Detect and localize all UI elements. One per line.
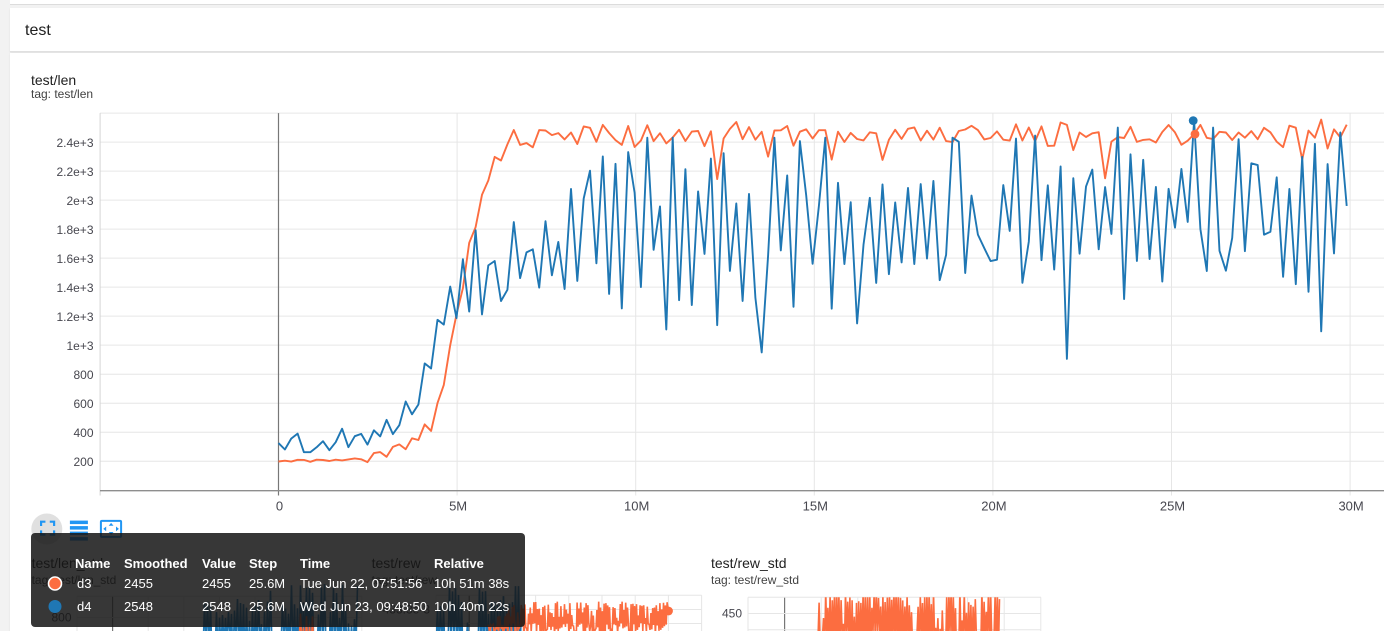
svg-text:600: 600 [73,397,93,411]
svg-text:1.8e+3: 1.8e+3 [56,223,93,237]
svg-text:2.2e+3: 2.2e+3 [56,165,93,179]
svg-text:15M: 15M [803,499,828,514]
svg-text:450: 450 [722,607,742,621]
svg-text:1e+3: 1e+3 [66,339,93,353]
svg-text:400: 400 [73,426,93,440]
svg-text:1.6e+3: 1.6e+3 [56,252,93,266]
svg-text:2e+3: 2e+3 [66,194,93,208]
svg-text:30M: 30M [1338,499,1363,514]
svg-text:2.4e+3: 2.4e+3 [56,136,93,150]
svg-text:1.2e+3: 1.2e+3 [56,310,93,324]
svg-text:0: 0 [276,499,283,514]
svg-text:25M: 25M [1160,499,1185,514]
svg-text:20M: 20M [981,499,1006,514]
svg-text:1.4e+3: 1.4e+3 [56,281,93,295]
svg-text:5M: 5M [449,499,467,514]
svg-text:200: 200 [73,455,93,469]
svg-text:800: 800 [73,368,93,382]
svg-text:10M: 10M [624,499,649,514]
